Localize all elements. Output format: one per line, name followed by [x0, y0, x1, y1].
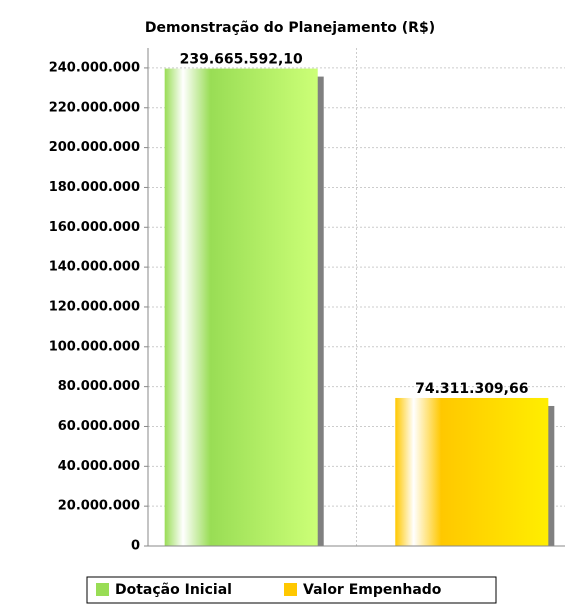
legend-label: Valor Empenhado: [303, 582, 442, 598]
y-tick-label: 0: [131, 539, 140, 554]
y-tick-label: 240.000.000: [49, 60, 140, 75]
y-tick-label: 100.000.000: [49, 339, 140, 354]
value-label: 239.665.592,10: [180, 52, 303, 68]
y-tick-label: 40.000.000: [58, 459, 140, 474]
y-tick-label: 60.000.000: [58, 419, 140, 434]
y-tick-label: 80.000.000: [58, 379, 140, 394]
y-tick-label: 180.000.000: [49, 180, 140, 195]
y-tick-label: 220.000.000: [49, 100, 140, 115]
legend-label: Dotação Inicial: [115, 582, 232, 598]
legend-swatch: [284, 583, 297, 596]
legend-swatch: [96, 583, 109, 596]
bar: [395, 397, 549, 546]
y-tick-label: 120.000.000: [49, 299, 140, 314]
bar: [164, 68, 318, 546]
y-tick-label: 200.000.000: [49, 140, 140, 155]
y-tick-label: 160.000.000: [49, 220, 140, 235]
y-tick-label: 140.000.000: [49, 260, 140, 275]
y-tick-label: 20.000.000: [58, 499, 140, 514]
chart-title: Demonstração do Planejamento (R$): [145, 20, 435, 36]
value-label: 74.311.309,66: [415, 381, 528, 397]
